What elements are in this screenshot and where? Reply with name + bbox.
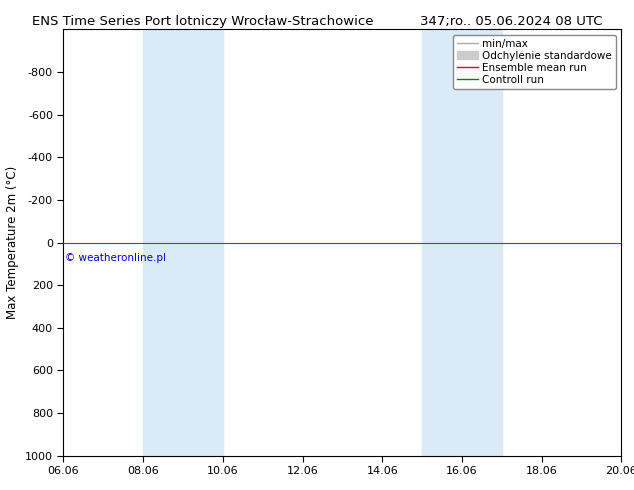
Bar bbox=[422, 29, 501, 456]
Text: © weatheronline.pl: © weatheronline.pl bbox=[65, 253, 166, 263]
Bar bbox=[143, 29, 223, 456]
Legend: min/max, Odchylenie standardowe, Ensemble mean run, Controll run: min/max, Odchylenie standardowe, Ensembl… bbox=[453, 35, 616, 89]
Text: 347;ro.. 05.06.2024 08 UTC: 347;ro.. 05.06.2024 08 UTC bbox=[420, 15, 602, 28]
Y-axis label: Max Temperature 2m (°C): Max Temperature 2m (°C) bbox=[6, 166, 20, 319]
Text: ENS Time Series Port lotniczy Wrocław-Strachowice: ENS Time Series Port lotniczy Wrocław-St… bbox=[32, 15, 373, 28]
